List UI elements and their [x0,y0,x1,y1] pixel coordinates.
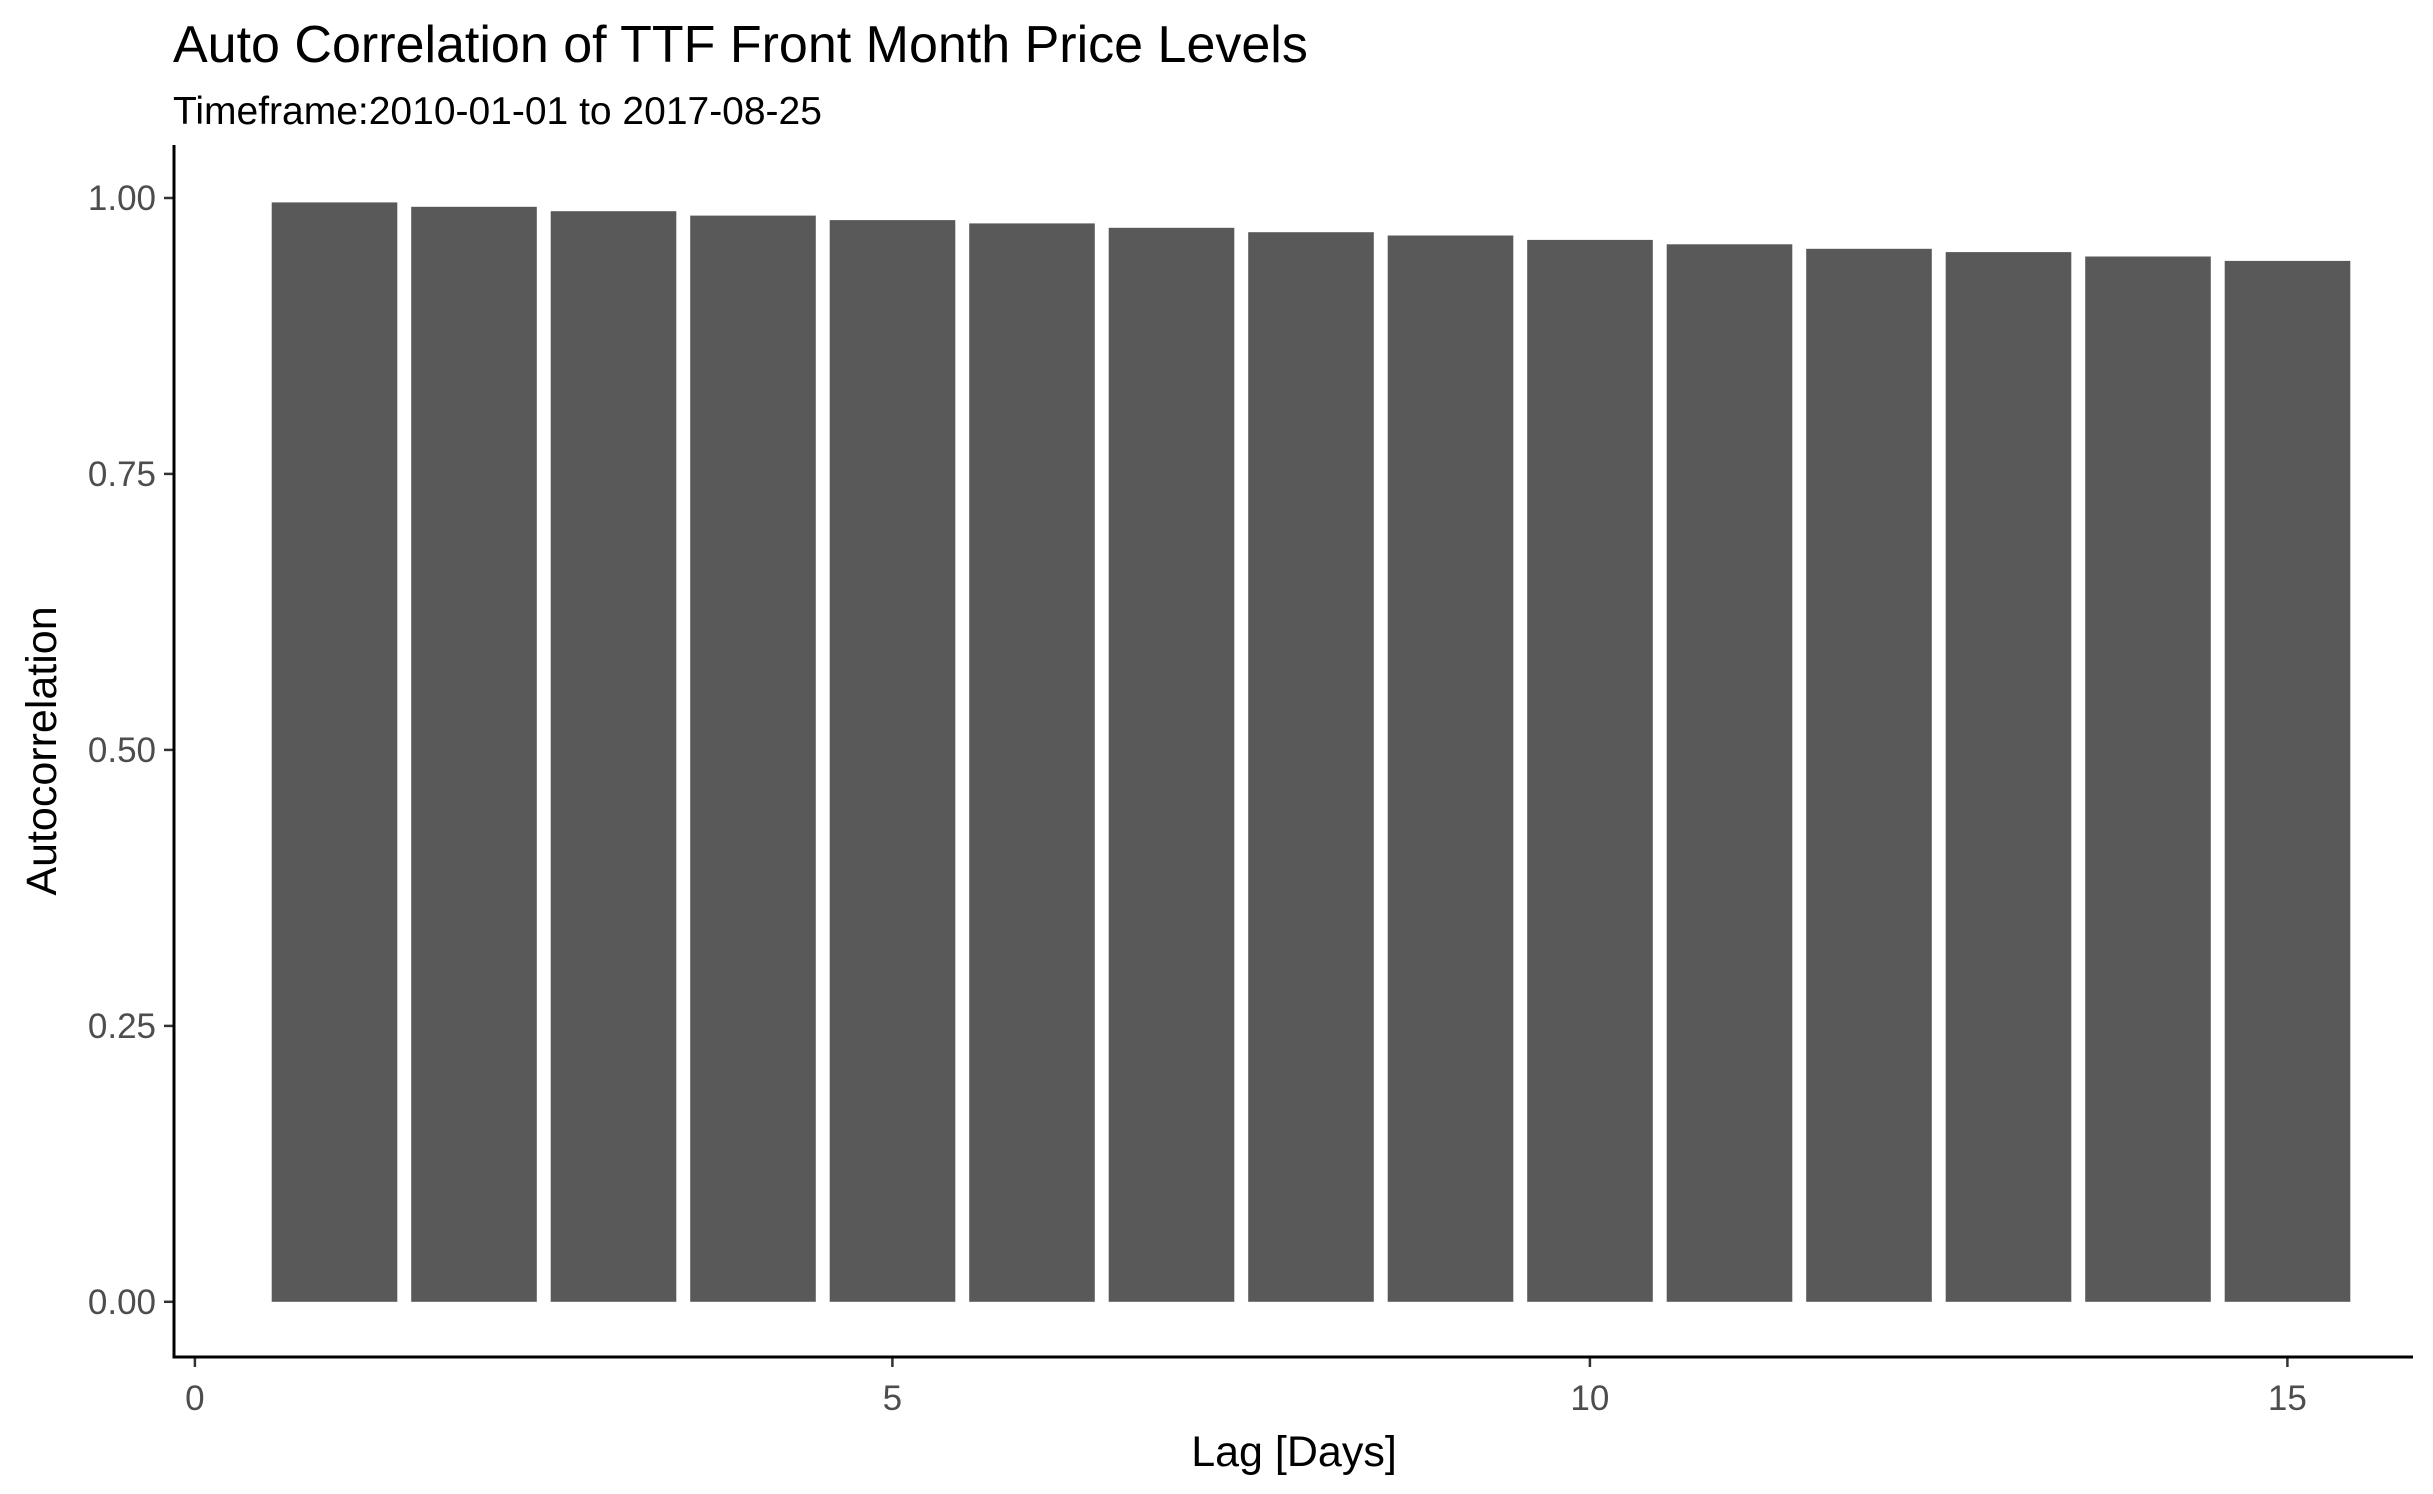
bar-lag-1 [271,202,398,1302]
x-tick-label: 0 [185,1379,204,1418]
bar-lag-6 [969,223,1095,1302]
y-tick-label: 0.00 [88,1283,156,1322]
bar-lag-12 [1806,248,1932,1302]
bar-lag-5 [829,220,956,1302]
x-axis-ticks: 0 5 10 15 [185,1357,2307,1418]
bar-lag-10 [1527,239,1653,1302]
y-tick-label: 0.25 [88,1007,156,1046]
bar-lag-4 [690,215,816,1302]
bar-lag-8 [1248,232,1374,1302]
y-tick-label: 1.00 [88,179,156,218]
y-axis-ticks: 0.00 0.25 0.50 0.75 1.00 [88,179,174,1322]
bar-lag-14 [2085,256,2211,1302]
chart-title: Auto Correlation of TTF Front Month Pric… [173,16,1308,74]
bar-lag-7 [1108,227,1235,1302]
x-tick-label: 10 [1570,1379,1609,1418]
x-tick-label: 5 [883,1379,902,1418]
y-tick-label: 0.50 [88,731,156,770]
x-tick-label: 15 [2268,1379,2307,1418]
bar-lag-13 [1945,252,2072,1302]
bar-lag-15 [2224,260,2351,1302]
bar-lag-3 [550,211,677,1302]
bars-group [271,202,2351,1302]
y-axis-title: Autocorrelation [18,606,66,895]
bar-lag-11 [1666,244,1793,1302]
chart-subtitle: Timeframe:2010-01-01 to 2017-08-25 [173,90,822,133]
bar-lag-2 [411,206,537,1302]
bar-lag-9 [1387,235,1514,1302]
x-axis-title: Lag [Days] [1191,1428,1397,1476]
y-tick-label: 0.75 [88,455,156,494]
